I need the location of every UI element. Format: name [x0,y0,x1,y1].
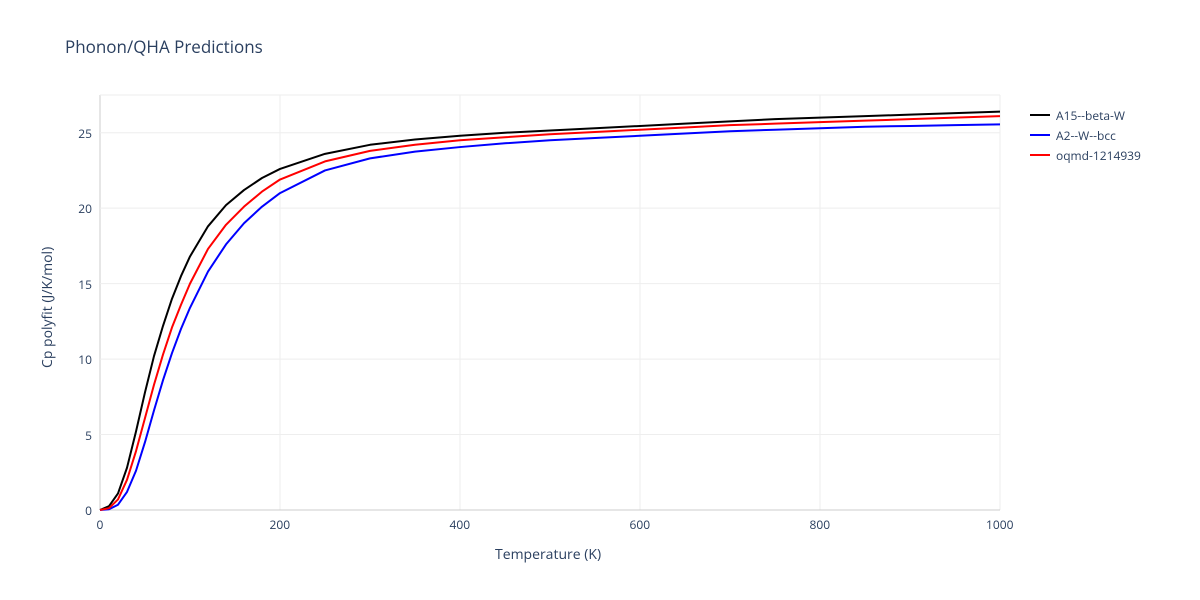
legend-swatch-icon [1030,114,1050,116]
x-tick-label: 0 [97,516,104,533]
x-axis-label: Temperature (K) [495,545,601,564]
series-line[interactable] [100,124,1000,510]
x-tick-label: 600 [630,516,651,533]
series-line[interactable] [100,116,1000,510]
y-tick-label: 25 [78,125,92,142]
y-tick-label: 10 [78,351,92,368]
x-tick-label: 400 [450,516,471,533]
legend-swatch-icon [1030,134,1050,136]
legend-swatch-icon [1030,154,1050,156]
legend-label: A2--W--bcc [1056,127,1116,144]
legend-label: A15--beta-W [1056,107,1125,124]
y-tick-label: 20 [78,200,92,217]
y-axis-label: Cp polyfit (J/K/mol) [38,246,57,367]
y-tick-label: 5 [85,427,92,444]
chart-title: Phonon/QHA Predictions [65,35,263,58]
y-tick-label: 15 [78,276,92,293]
plot-area[interactable] [100,95,1000,510]
legend-item[interactable]: oqmd-1214939 [1030,145,1141,165]
legend-item[interactable]: A15--beta-W [1030,105,1141,125]
y-tick-label: 0 [85,502,92,519]
x-tick-label: 200 [270,516,291,533]
legend-label: oqmd-1214939 [1056,147,1141,164]
chart-svg [100,95,1000,510]
x-tick-label: 1000 [986,516,1013,533]
series-line[interactable] [100,112,1000,510]
legend: A15--beta-W A2--W--bcc oqmd-1214939 [1030,105,1141,165]
legend-item[interactable]: A2--W--bcc [1030,125,1141,145]
x-tick-label: 800 [810,516,831,533]
